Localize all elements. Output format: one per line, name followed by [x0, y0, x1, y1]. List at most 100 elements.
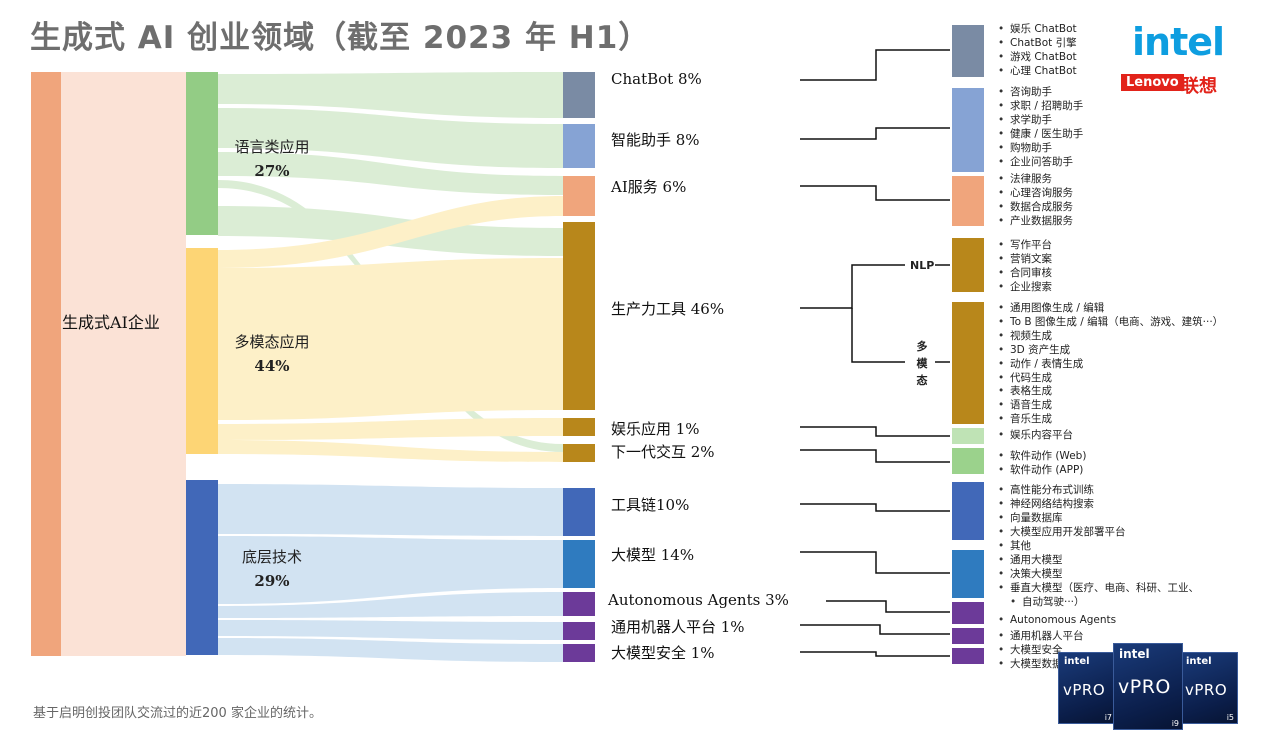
detail-block-aiservice	[952, 176, 984, 226]
list-item: 娱乐 ChatBot	[998, 23, 1077, 37]
list-item: 代码生成	[998, 372, 1223, 386]
category-infra-pct: 29%	[254, 572, 290, 590]
flow-multimodal-nextinteraction	[218, 440, 563, 462]
list-item: 决策大模型	[998, 568, 1199, 582]
flow-multimodal-entertainment	[218, 418, 563, 440]
list-item: ChatBot 引擎	[998, 37, 1077, 51]
sub-label-chatbot: ChatBot 8%	[611, 70, 702, 88]
detail-block-multimodal	[952, 302, 984, 424]
list-item: 产业数据服务	[998, 215, 1073, 229]
node-aiservice	[563, 176, 595, 216]
category-language: 语言类应用 27%	[222, 135, 322, 183]
detail-block-nlp	[952, 238, 984, 292]
branch-label-multimodal: 多模态	[916, 340, 928, 387]
bracket-connectors	[800, 49, 950, 657]
flow-infra-safety	[218, 638, 563, 662]
detail-list-toolchain: 高性能分布式训练 神经网络结构搜索 向量数据库 大模型应用开发部署平台 其他	[998, 484, 1126, 554]
list-item: 语音生成	[998, 399, 1223, 413]
list-item: 通用机器人平台	[998, 630, 1084, 644]
category-language-name: 语言类应用	[234, 138, 310, 156]
root-node	[31, 72, 61, 656]
list-item: 3D 资产生成	[998, 344, 1223, 358]
node-entertainment	[563, 418, 595, 436]
detail-block-chatbot	[952, 25, 984, 77]
list-item: 视频生成	[998, 330, 1223, 344]
list-item: 表格生成	[998, 385, 1223, 399]
sub-label-nextinteraction: 下一代交互 2%	[611, 443, 715, 461]
detail-block-agents	[952, 602, 984, 624]
node-assistant	[563, 124, 595, 168]
list-item: 音乐生成	[998, 413, 1223, 427]
flow-language-aiservice	[218, 152, 563, 195]
list-item: 垂直大模型（医疗、电商、科研、工业、	[998, 582, 1199, 596]
sub-label-entertainment: 娱乐应用 1%	[611, 420, 700, 438]
intel-logo: intel	[1132, 20, 1225, 64]
category-multimodal-pct: 44%	[254, 357, 290, 375]
node-infra	[186, 480, 218, 655]
node-language	[186, 72, 218, 235]
root-band	[60, 72, 186, 656]
sub-label-robot: 通用机器人平台 1%	[611, 618, 745, 636]
list-item: 通用大模型	[998, 554, 1199, 568]
list-item: 通用图像生成 / 编辑	[998, 302, 1223, 316]
list-item: 写作平台	[998, 239, 1052, 253]
flow-multimodal-productivity	[218, 258, 563, 420]
detail-list-model: 通用大模型 决策大模型 垂直大模型（医疗、电商、科研、工业、 自动驾驶···）	[998, 554, 1199, 610]
detail-list-assistant: 咨询助手 求职 / 招聘助手 求学助手 健康 / 医生助手 购物助手 企业问答助…	[998, 86, 1083, 169]
sub-label-agents: Autonomous Agents 3%	[608, 591, 789, 609]
sub-label-productivity: 生产力工具 46%	[611, 300, 725, 318]
list-item: 软件动作 (Web)	[998, 450, 1086, 464]
flow-multimodal-aiservice	[218, 196, 563, 268]
detail-block-model	[952, 550, 984, 598]
badge-text: vPRO	[1063, 681, 1106, 699]
flow-language-assistant	[218, 108, 563, 168]
lenovo-logo: Lenovo	[1121, 74, 1184, 91]
list-item: 求职 / 招聘助手	[998, 100, 1083, 114]
list-item: 心理 ChatBot	[998, 65, 1077, 79]
detail-list-chatbot: 娱乐 ChatBot ChatBot 引擎 游戏 ChatBot 心理 Chat…	[998, 23, 1077, 79]
flow-infra-robot	[218, 620, 563, 640]
list-item: 合同审核	[998, 267, 1052, 281]
root-label: 生成式AI企业	[62, 313, 160, 332]
category-multimodal: 多模态应用 44%	[222, 330, 322, 378]
flow-infra-toolchain	[218, 484, 563, 536]
list-item: 大模型数据	[998, 658, 1063, 672]
badge-brand: intel	[1119, 647, 1150, 661]
flow-infra-agents	[218, 592, 563, 618]
sub-label-aiservice: AI服务 6%	[611, 178, 687, 196]
badge-brand: intel	[1186, 656, 1212, 667]
detail-list-nlp: 写作平台 营销文案 合同审核 企业搜索	[998, 239, 1052, 295]
category-language-pct: 27%	[254, 162, 290, 180]
category-multimodal-name: 多模态应用	[234, 333, 310, 351]
list-item: 购物助手	[998, 142, 1083, 156]
detail-block-robot	[952, 628, 984, 644]
node-multimodal	[186, 248, 218, 454]
detail-block-entertainment	[952, 428, 984, 444]
vpro-badge-i9: intel vPRO i9	[1113, 643, 1183, 730]
node-model	[563, 540, 595, 588]
sub-label-model: 大模型 14%	[611, 546, 695, 564]
sub-label-safety: 大模型安全 1%	[611, 644, 715, 662]
node-agents	[563, 592, 595, 616]
badge-text: vPRO	[1118, 676, 1171, 698]
flow-infra-model	[218, 536, 563, 604]
list-item: Autonomous Agents	[998, 614, 1116, 628]
list-item: 神经网络结构搜索	[998, 498, 1126, 512]
detail-list-agents: Autonomous Agents	[998, 614, 1116, 628]
badge-tier: i5	[1226, 713, 1234, 722]
node-nextinteraction	[563, 444, 595, 462]
list-item: 游戏 ChatBot	[998, 51, 1077, 65]
vpro-badge-i7: intel vPRO i7	[1058, 652, 1116, 724]
node-chatbot	[563, 72, 595, 118]
list-item: 法律服务	[998, 173, 1073, 187]
page-title: 生成式 AI 创业领域（截至 2023 年 H1）	[30, 20, 651, 56]
badge-tier: i9	[1171, 719, 1179, 728]
list-item: 企业问答助手	[998, 156, 1083, 170]
badge-text: vPRO	[1185, 681, 1228, 699]
detail-block-toolchain	[952, 482, 984, 540]
list-item-continuation: 自动驾驶···）	[1022, 595, 1085, 608]
node-robot	[563, 622, 595, 640]
detail-block-assistant	[952, 88, 984, 172]
detail-list-robot: 通用机器人平台	[998, 630, 1084, 644]
